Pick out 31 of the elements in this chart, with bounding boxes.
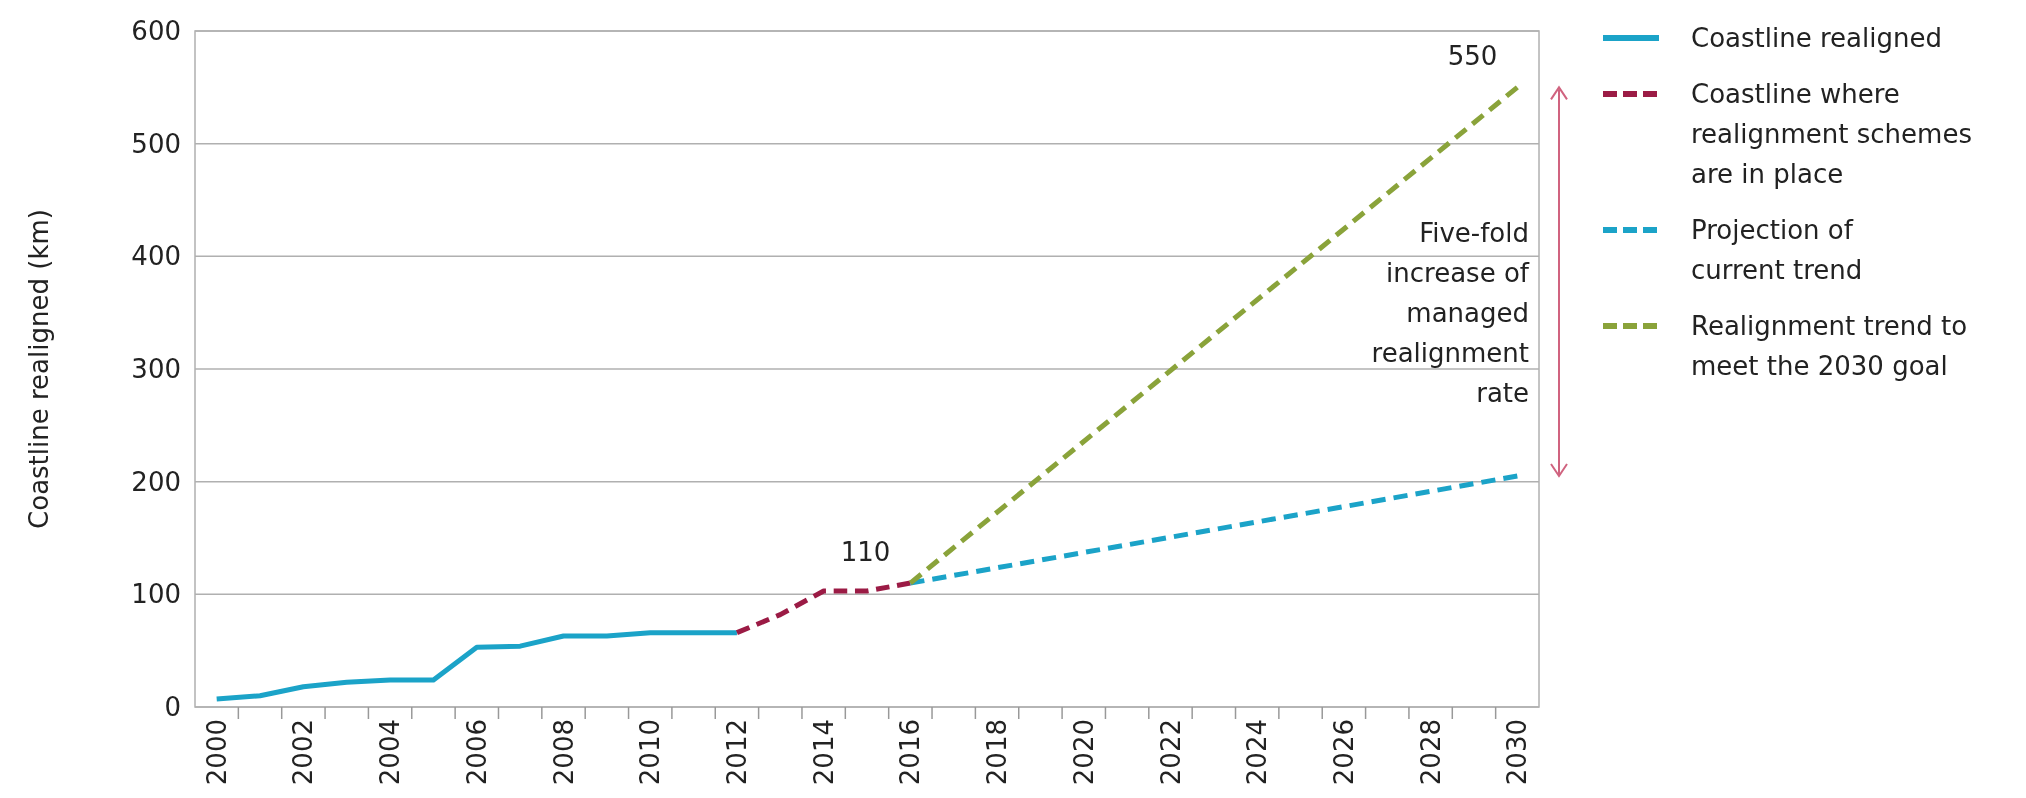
x-tick-label: 2026	[1329, 719, 1359, 786]
x-tick-label: 2028	[1415, 719, 1446, 786]
x-tick-label: 2000	[201, 719, 232, 786]
x-tick-label: 2020	[1068, 719, 1099, 786]
x-tick-label: 2008	[548, 719, 579, 786]
x-tick-label: 2012	[722, 719, 753, 786]
legend-label: Projection of current trend	[1691, 215, 1863, 286]
x-tick-label: 2004	[375, 719, 406, 786]
y-tick-label: 200	[131, 466, 181, 497]
y-axis-title: Coastline realigned (km)	[24, 209, 54, 529]
y-tick-label: 400	[131, 241, 181, 272]
x-tick-label: 2014	[808, 719, 839, 786]
x-tick-label: 2016	[895, 719, 926, 786]
x-tick-label: 2010	[635, 719, 666, 786]
x-tick-label: 2002	[288, 719, 319, 786]
x-tick-label: 2022	[1155, 719, 1186, 786]
y-tick-label: 500	[131, 128, 181, 159]
x-tick-label: 2006	[461, 719, 492, 786]
legend-label: Coastline where realignment schemes are in place	[1691, 79, 1972, 190]
y-tick-label: 300	[131, 354, 181, 385]
x-tick-label: 2030	[1502, 719, 1533, 786]
y-tick-label: 100	[131, 579, 181, 610]
x-tick-label: 2018	[982, 719, 1013, 786]
legend-label: Realignment trend to meet the 2030 goal	[1691, 311, 1968, 382]
x-tick-label: 2024	[1242, 719, 1273, 786]
annotation: Five-fold increase of managed realignment rate	[1371, 218, 1530, 409]
annotation: 110	[840, 537, 891, 568]
annotation: 550	[1447, 41, 1498, 72]
y-tick-label: 0	[164, 692, 181, 723]
y-tick-label: 600	[131, 16, 181, 47]
legend-label: Coastline realigned	[1691, 23, 1942, 54]
